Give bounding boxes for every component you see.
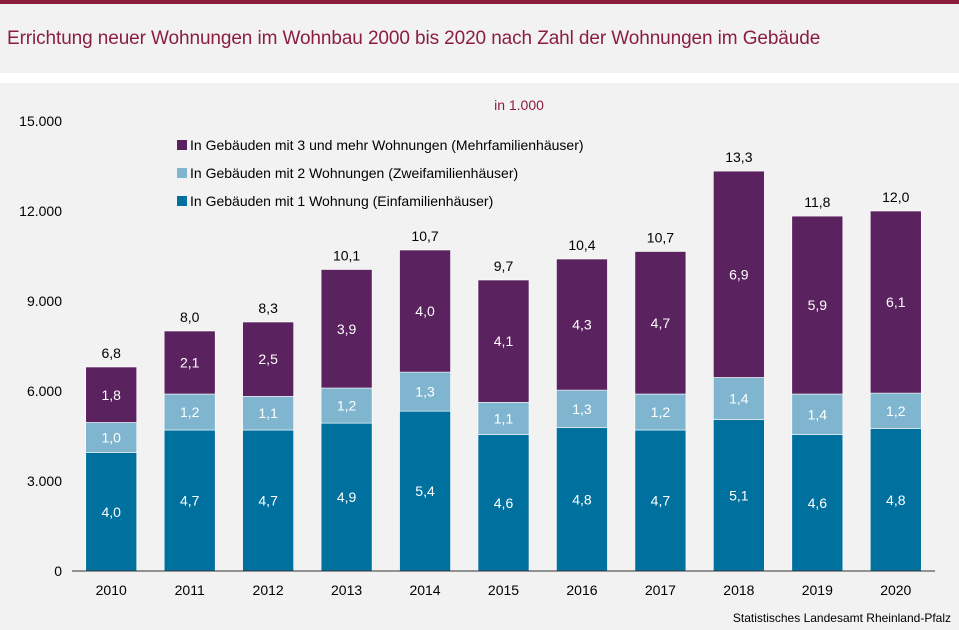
segment-label: 5,4 [415,483,435,499]
bar-segment [634,251,687,395]
bar-segment [85,452,138,572]
legend-label: In Gebäuden mit 3 und mehr Wohnungen (Me… [190,137,584,153]
segment-label: 1,3 [572,401,592,417]
segment-label: 1,2 [651,404,671,420]
total-label: 10,1 [333,248,360,264]
segment-label: 1,4 [729,391,749,407]
segment-label: 1,8 [101,387,121,403]
segment-label: 4,7 [258,493,278,509]
segment-label: 3,9 [337,321,357,337]
segment-label: 6,1 [886,294,906,310]
total-label: 13,3 [725,149,752,165]
x-tick-label: 2017 [645,582,676,598]
bar-segment [477,279,530,403]
bar-segment [713,419,765,572]
x-tick-label: 2015 [488,582,519,598]
x-tick-label: 2019 [802,582,833,598]
segment-label: 4,7 [180,493,200,509]
legend-swatch [177,140,187,150]
segment-label: 1,3 [415,384,435,400]
legend-label: In Gebäuden mit 2 Wohnungen (Zweifamilie… [190,165,518,181]
total-label: 11,8 [804,194,830,210]
x-tick-label: 2013 [331,582,362,598]
bar-segment [556,389,608,428]
total-label: 10,7 [411,228,438,244]
segment-label: 4,8 [886,492,906,508]
total-label: 8,3 [258,300,278,316]
y-tick-label: 15.000 [19,113,62,129]
x-tick-label: 2016 [566,582,597,598]
total-label: 10,4 [568,237,595,253]
segment-label: 4,7 [651,493,671,509]
segment-label: 6,9 [729,266,749,282]
x-tick-label: 2011 [175,582,205,598]
bar-segment [869,210,922,394]
segment-label: 1,2 [886,403,906,419]
segment-label: 1,2 [337,398,357,414]
legend-swatch [177,196,187,206]
y-tick-label: 3.000 [27,473,62,489]
segment-label: 1,1 [258,405,278,421]
bar-segment [399,249,451,373]
segment-label: 1,4 [808,406,828,422]
bar-segment [477,402,530,435]
total-label: 8,0 [180,309,200,325]
bar-segment [713,377,765,420]
total-label: 9,7 [494,258,514,274]
segment-label: 4,9 [337,489,357,505]
total-label: 6,8 [101,345,121,361]
segment-label: 4,3 [572,317,592,333]
chart-subtitle: in 1.000 [494,97,544,113]
bar-segment [791,393,844,435]
y-tick-label: 6.000 [27,383,62,399]
segment-label: 5,9 [808,297,828,313]
total-label: 12,0 [882,189,909,205]
x-tick-label: 2014 [409,582,440,598]
segment-label: 5,1 [729,487,749,503]
y-tick-label: 12.000 [19,203,62,219]
segment-label: 1,0 [101,430,121,446]
chart-title: Errichtung neuer Wohnungen im Wohnbau 20… [7,28,821,49]
bar-segment [634,393,687,431]
source-credit: Statistisches Landesamt Rheinland-Pfalz [732,611,951,625]
bar-segment [556,258,608,391]
bar-segment [320,422,373,572]
segment-label: 4,8 [572,491,592,507]
x-tick-label: 2010 [96,582,127,598]
x-tick-label: 2020 [880,582,911,598]
bar-segment [242,321,294,397]
bar-segment [791,215,844,395]
bar-segment [163,429,216,572]
segment-label: 4,7 [651,315,671,331]
segment-label: 4,0 [101,504,121,520]
segment-label: 2,1 [180,355,200,371]
y-tick-label: 0 [54,563,62,579]
x-tick-label: 2018 [723,582,754,598]
segment-label: 1,1 [494,410,514,426]
bar-segment [399,410,451,572]
total-label: 10,7 [647,230,674,246]
segment-label: 4,6 [808,495,828,511]
bar-segment [320,387,373,424]
segment-label: 2,5 [258,351,278,367]
title-band [0,4,959,73]
legend-swatch [177,168,187,178]
top-accent-rule [0,0,959,4]
bar-segment [242,396,294,431]
bar-segment [713,170,765,378]
segment-label: 1,2 [180,404,200,420]
y-tick-label: 9.000 [27,293,62,309]
x-tick-label: 2012 [253,582,284,598]
bar-segment [85,366,138,423]
bar-segment [320,269,373,389]
segment-label: 4,6 [494,495,514,511]
bar-segment [163,393,216,431]
bar-segment [85,422,138,453]
segment-label: 4,0 [415,303,435,319]
bar-segment [556,427,608,572]
legend-label: In Gebäuden mit 1 Wohnung (Einfamilienhä… [190,193,493,209]
segment-label: 4,1 [494,333,514,349]
bar-segment [163,330,216,395]
